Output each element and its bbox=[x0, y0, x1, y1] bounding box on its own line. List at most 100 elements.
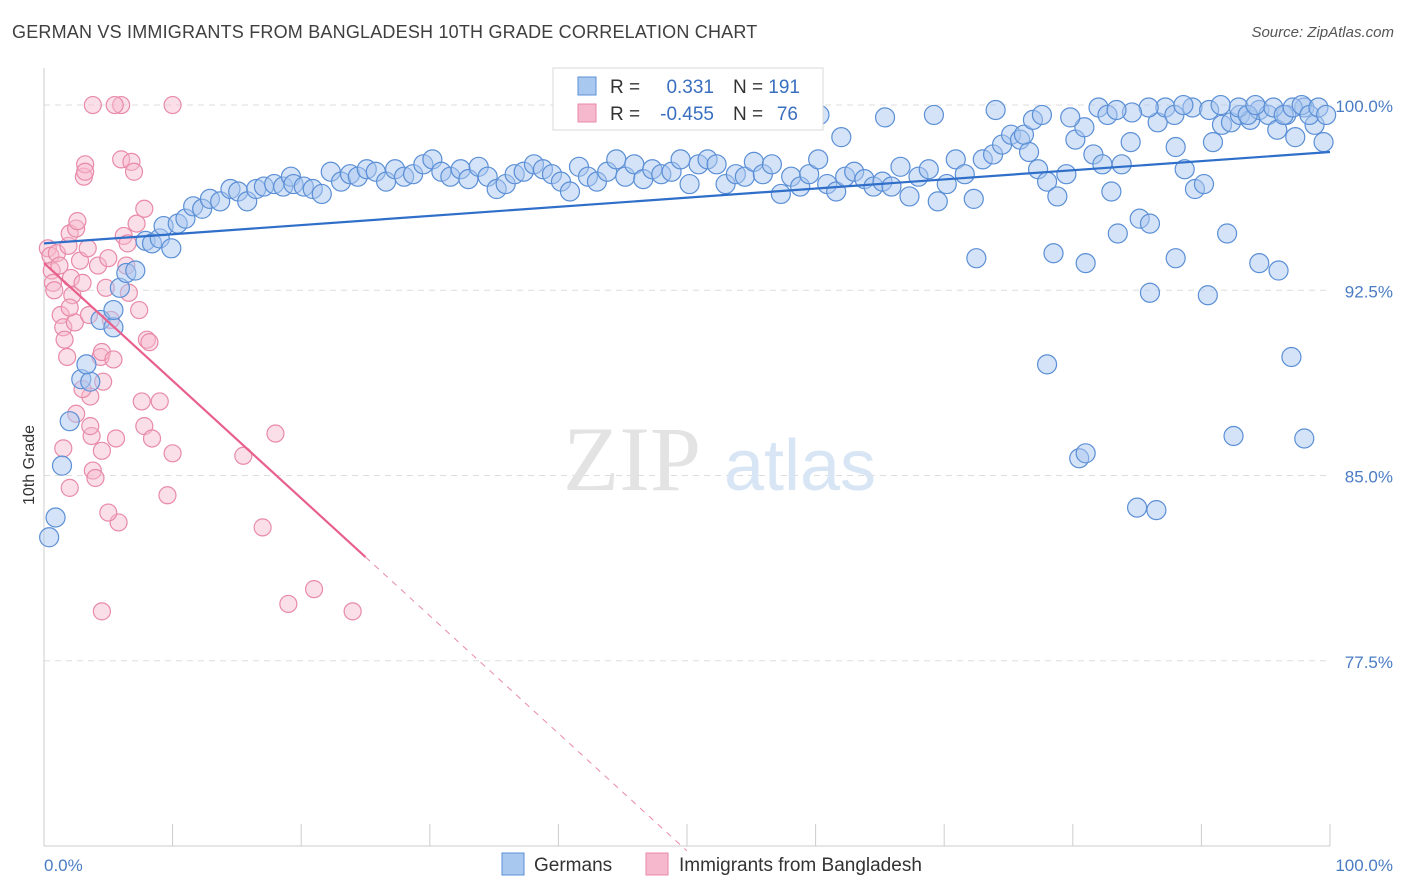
data-point-bangladesh bbox=[67, 219, 86, 238]
y-axis-title: 10th Grade bbox=[21, 425, 38, 505]
data-point-bangladesh bbox=[105, 95, 124, 115]
data-point-germans bbox=[923, 104, 945, 126]
data-point-bangladesh bbox=[104, 350, 123, 369]
data-point-germans bbox=[1075, 253, 1096, 274]
data-point-germans bbox=[966, 248, 987, 269]
stats-n-value-germans: 191 bbox=[768, 77, 800, 98]
watermark-zip: ZIP bbox=[563, 408, 701, 510]
trend-line-bangladesh-extension bbox=[365, 556, 688, 852]
data-point-germans bbox=[1165, 136, 1186, 158]
data-point-germans bbox=[985, 99, 1006, 121]
data-point-germans bbox=[161, 238, 182, 259]
data-point-bangladesh bbox=[163, 95, 182, 115]
data-point-germans bbox=[799, 164, 820, 185]
data-point-germans bbox=[1174, 159, 1195, 180]
legend-label-germans: Germans bbox=[534, 855, 612, 876]
data-point-germans bbox=[1193, 173, 1215, 195]
data-point-germans bbox=[918, 159, 939, 180]
data-point-germans bbox=[927, 191, 948, 212]
trend-line-bangladesh bbox=[43, 262, 367, 558]
legend-label-bangladesh: Immigrants from Bangladesh bbox=[679, 855, 922, 876]
data-point-bangladesh bbox=[127, 214, 146, 233]
data-point-germans bbox=[606, 149, 627, 170]
data-point-germans bbox=[76, 354, 97, 375]
data-point-germans bbox=[1075, 443, 1096, 464]
data-point-bangladesh bbox=[86, 468, 105, 488]
y-tick-label: 85.0% bbox=[1345, 468, 1393, 487]
stats-r-value-germans: 0.331 bbox=[666, 77, 714, 98]
data-point-bangladesh bbox=[83, 461, 102, 480]
data-point-germans bbox=[1047, 186, 1068, 207]
legend: Germans Immigrants from Bangladesh bbox=[501, 852, 922, 876]
data-point-germans bbox=[1060, 107, 1081, 128]
data-point-germans bbox=[311, 183, 332, 205]
data-point-bangladesh bbox=[137, 330, 156, 349]
data-point-germans bbox=[1294, 428, 1315, 449]
data-point-germans bbox=[1316, 104, 1337, 126]
data-point-bangladesh bbox=[78, 239, 97, 258]
data-point-bangladesh bbox=[50, 256, 69, 275]
data-point-bangladesh bbox=[99, 249, 118, 268]
germans-points bbox=[39, 94, 1337, 548]
data-point-germans bbox=[1138, 97, 1159, 118]
data-point-bangladesh bbox=[234, 446, 253, 465]
data-point-germans bbox=[1197, 285, 1218, 306]
data-point-germans bbox=[1043, 243, 1064, 264]
stats-r-label-bangladesh: R = bbox=[610, 104, 640, 125]
data-point-germans bbox=[1217, 223, 1238, 244]
data-point-bangladesh bbox=[142, 429, 162, 448]
data-point-bangladesh bbox=[82, 426, 101, 446]
data-point-germans bbox=[1120, 131, 1141, 153]
data-point-bangladesh bbox=[73, 273, 92, 292]
data-point-germans bbox=[1249, 253, 1270, 274]
watermark-atlas: atlas bbox=[724, 426, 876, 506]
data-point-germans bbox=[1092, 154, 1113, 175]
data-point-germans bbox=[1139, 213, 1161, 234]
data-point-germans bbox=[1106, 99, 1127, 121]
data-point-bangladesh bbox=[135, 199, 154, 218]
data-point-bangladesh bbox=[43, 273, 63, 292]
data-point-germans bbox=[1313, 131, 1334, 153]
data-point-germans bbox=[1107, 223, 1128, 244]
trend-line-germans bbox=[43, 150, 1331, 245]
data-point-germans bbox=[1111, 154, 1132, 175]
data-point-germans bbox=[945, 149, 966, 170]
trend-lines bbox=[43, 150, 1331, 852]
data-point-germans bbox=[1285, 127, 1306, 148]
y-tick-label: 92.5% bbox=[1345, 282, 1393, 301]
stats-n-value-bangladesh: 76 bbox=[777, 104, 798, 125]
data-point-germans bbox=[1036, 354, 1058, 375]
watermark: ZIP atlas bbox=[563, 408, 876, 510]
stats-n-label-germans: N = bbox=[733, 77, 763, 98]
data-point-germans bbox=[1268, 260, 1289, 281]
data-point-germans bbox=[874, 107, 896, 128]
data-point-germans bbox=[51, 455, 73, 476]
data-point-germans bbox=[1101, 181, 1122, 202]
data-point-germans bbox=[45, 507, 66, 528]
x-tick-label: 0.0% bbox=[44, 856, 83, 875]
data-point-germans bbox=[1202, 131, 1224, 153]
data-point-bangladesh bbox=[81, 417, 100, 436]
data-point-germans bbox=[963, 188, 984, 210]
data-point-germans bbox=[1165, 248, 1186, 269]
chart-source: Source: ZipAtlas.com bbox=[1251, 24, 1394, 41]
stats-r-label-germans: R = bbox=[610, 77, 640, 98]
data-point-bangladesh bbox=[124, 162, 144, 181]
legend-swatch-germans bbox=[501, 852, 525, 876]
data-point-germans bbox=[831, 127, 852, 148]
data-point-germans bbox=[1146, 500, 1167, 521]
data-point-bangladesh bbox=[88, 256, 108, 275]
data-point-germans bbox=[1210, 94, 1231, 116]
data-point-bangladesh bbox=[130, 300, 149, 320]
data-point-bangladesh bbox=[150, 392, 169, 411]
data-point-bangladesh bbox=[60, 478, 79, 497]
axes bbox=[43, 68, 1331, 847]
data-point-bangladesh bbox=[45, 281, 64, 300]
data-point-bangladesh bbox=[253, 518, 272, 537]
data-point-germans bbox=[559, 181, 581, 202]
data-point-germans bbox=[761, 154, 782, 175]
data-point-germans bbox=[899, 186, 920, 207]
data-point-germans bbox=[808, 149, 829, 170]
data-point-germans bbox=[1056, 164, 1077, 185]
